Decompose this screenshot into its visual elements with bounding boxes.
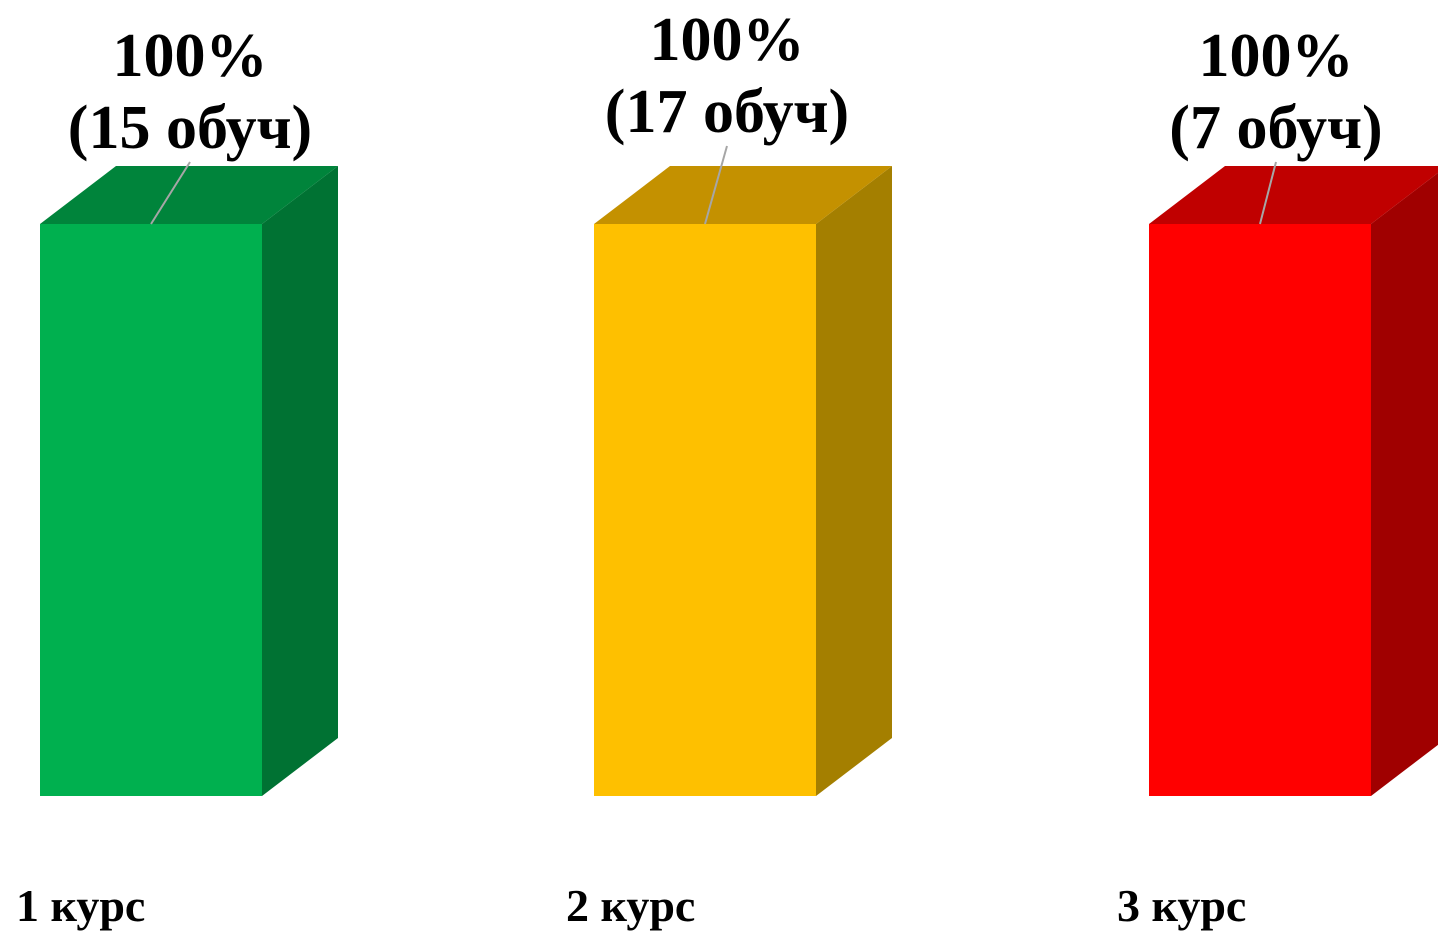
- data-label-percent: 100%: [113, 22, 268, 90]
- bar-top-face: [594, 166, 892, 224]
- category-label: 2 курс: [566, 880, 695, 931]
- bar-1: [40, 166, 338, 796]
- category-label: 1 курс: [16, 880, 145, 931]
- category-label: 3 курс: [1117, 880, 1246, 931]
- bar-top-face: [1149, 166, 1438, 224]
- category-labels-group: 1 курс 2 курс 3 курс: [16, 880, 1246, 931]
- data-label-count: (7 обуч): [1169, 94, 1382, 162]
- bar-side-face: [1371, 172, 1438, 796]
- bar-side-face: [816, 166, 892, 796]
- bar-top-face: [40, 166, 338, 224]
- data-label-percent: 100%: [1199, 22, 1354, 90]
- bars-group: [40, 166, 1438, 796]
- data-label-count: (17 обуч): [605, 78, 849, 146]
- leader-line: [150, 161, 191, 225]
- leader-lines-group: [150, 145, 1277, 225]
- bar-side-face: [262, 166, 338, 796]
- bar-front-face: [1149, 224, 1371, 796]
- leader-line: [704, 145, 728, 225]
- data-label-count: (15 обуч): [68, 94, 312, 162]
- data-label-percent: 100%: [650, 6, 805, 74]
- leader-line: [1259, 161, 1277, 225]
- data-labels-group: 100%(15 обуч)100%(17 обуч)100%(7 обуч): [68, 6, 1383, 162]
- bar-3: [1149, 166, 1438, 796]
- bar-2: [594, 166, 892, 796]
- bar-front-face: [40, 224, 262, 796]
- bar-front-face: [594, 224, 816, 796]
